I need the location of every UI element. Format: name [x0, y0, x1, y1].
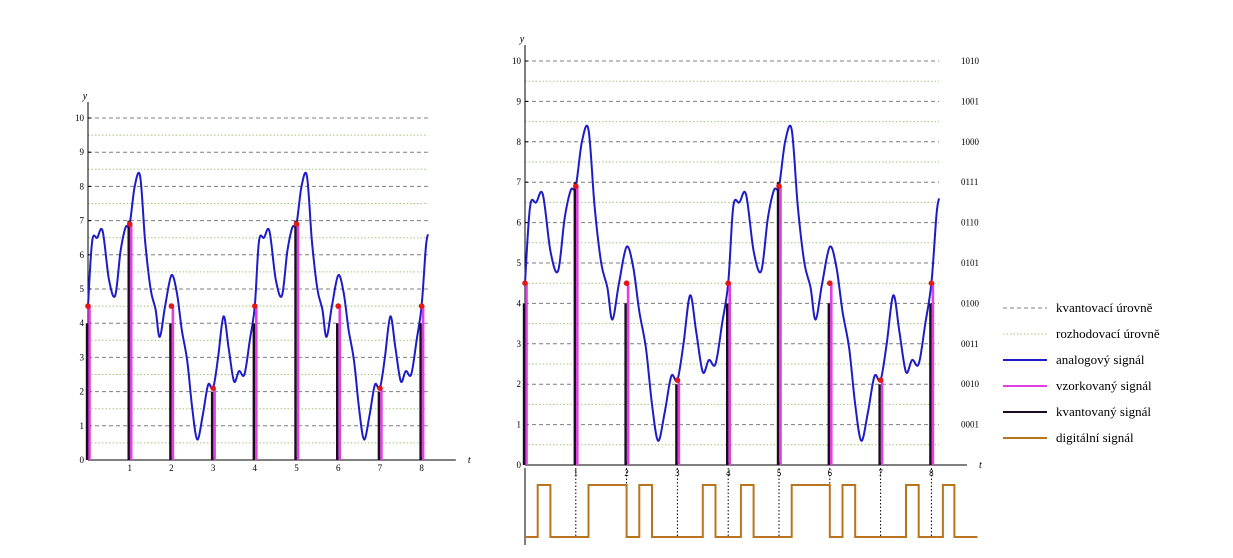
legend-label: rozhodovací úrovně — [1056, 326, 1160, 341]
sample-point — [293, 221, 300, 227]
x-axis-label: t — [979, 460, 982, 471]
x-tick-label: 6 — [336, 463, 341, 473]
y-axis-label: y — [82, 91, 88, 102]
analog-signal-line — [87, 171, 429, 441]
y-tick-label: 5 — [80, 284, 85, 294]
y-tick-label: 6 — [80, 250, 85, 260]
y-tick-label: 0 — [517, 460, 522, 470]
level-code-label: 0001 — [961, 420, 979, 430]
y-tick-label: 8 — [80, 181, 85, 191]
y-tick-label: 1 — [80, 421, 85, 431]
y-tick-label: 8 — [517, 137, 522, 147]
y-tick-label: 5 — [517, 258, 522, 268]
level-code-label: 1000 — [961, 137, 980, 147]
x-tick-label: 4 — [253, 463, 258, 473]
sample-point — [877, 377, 884, 383]
x-axis-label: t — [468, 455, 471, 466]
y-axis-label: y — [519, 34, 525, 45]
x-tick-label: 5 — [294, 463, 299, 473]
y-tick-label: 1 — [517, 420, 522, 430]
level-code-label: 0011 — [961, 339, 979, 349]
y-tick-label: 3 — [517, 339, 522, 349]
x-tick-label: 7 — [378, 463, 383, 473]
sample-point — [85, 303, 91, 309]
sample-point — [335, 303, 342, 309]
y-tick-label: 7 — [80, 216, 85, 226]
level-code-label: 0111 — [961, 177, 978, 187]
sample-point — [522, 280, 528, 287]
x-tick-label: 3 — [211, 463, 216, 473]
right-chart: 01234567891012345678ty000100100011010001… — [512, 34, 982, 478]
digital-signal-line — [525, 484, 978, 538]
y-tick-label: 9 — [517, 96, 522, 106]
sample-point — [377, 385, 383, 391]
sample-point — [725, 280, 731, 287]
y-tick-label: 4 — [80, 318, 85, 328]
y-tick-label: 9 — [80, 147, 85, 157]
y-tick-label: 10 — [512, 56, 522, 66]
sample-point — [623, 280, 630, 287]
sample-point — [252, 303, 258, 309]
level-code-label: 0101 — [961, 258, 979, 268]
legend-label: kvantovaný signál — [1056, 404, 1151, 419]
y-tick-label: 3 — [80, 352, 85, 362]
x-tick-label: 1 — [127, 463, 132, 473]
level-code-label: 1001 — [961, 96, 979, 106]
sample-point — [827, 280, 833, 287]
x-tick-label: 8 — [419, 463, 424, 473]
y-tick-label: 4 — [517, 298, 522, 308]
analog-signal-line — [524, 124, 940, 442]
sample-point — [674, 377, 681, 383]
level-code-label: 1010 — [961, 56, 980, 66]
y-tick-label: 2 — [517, 379, 522, 389]
sample-point — [928, 280, 935, 287]
sample-point — [418, 303, 425, 309]
sample-point — [126, 221, 133, 227]
level-code-label: 0010 — [961, 379, 980, 389]
legend-label: digitální signál — [1056, 430, 1134, 445]
y-tick-label: 7 — [517, 177, 522, 187]
sample-point — [168, 303, 175, 309]
legend-label: analogový signál — [1056, 352, 1145, 367]
digital-signal-chart — [524, 468, 978, 545]
y-tick-label: 0 — [80, 455, 85, 465]
y-tick-label: 10 — [75, 113, 85, 123]
sample-point — [573, 183, 579, 190]
y-tick-label: 6 — [517, 218, 522, 228]
y-tick-label: 2 — [80, 387, 85, 397]
legend-label: kvantovací úrovně — [1056, 300, 1153, 315]
legend-label: vzorkovaný signál — [1056, 378, 1152, 393]
sample-point — [210, 385, 216, 391]
x-tick-label: 2 — [169, 463, 174, 473]
level-code-label: 0110 — [961, 218, 979, 228]
level-code-label: 0100 — [961, 298, 980, 308]
left-chart: 0 1 2 3 4 5 6 7 8 9 10 1 2 3 4 5 6 7 8 t y — [75, 91, 471, 473]
sample-point — [776, 183, 782, 190]
legend: kvantovací úrovně rozhodovací úrovně analo… — [1003, 300, 1160, 445]
